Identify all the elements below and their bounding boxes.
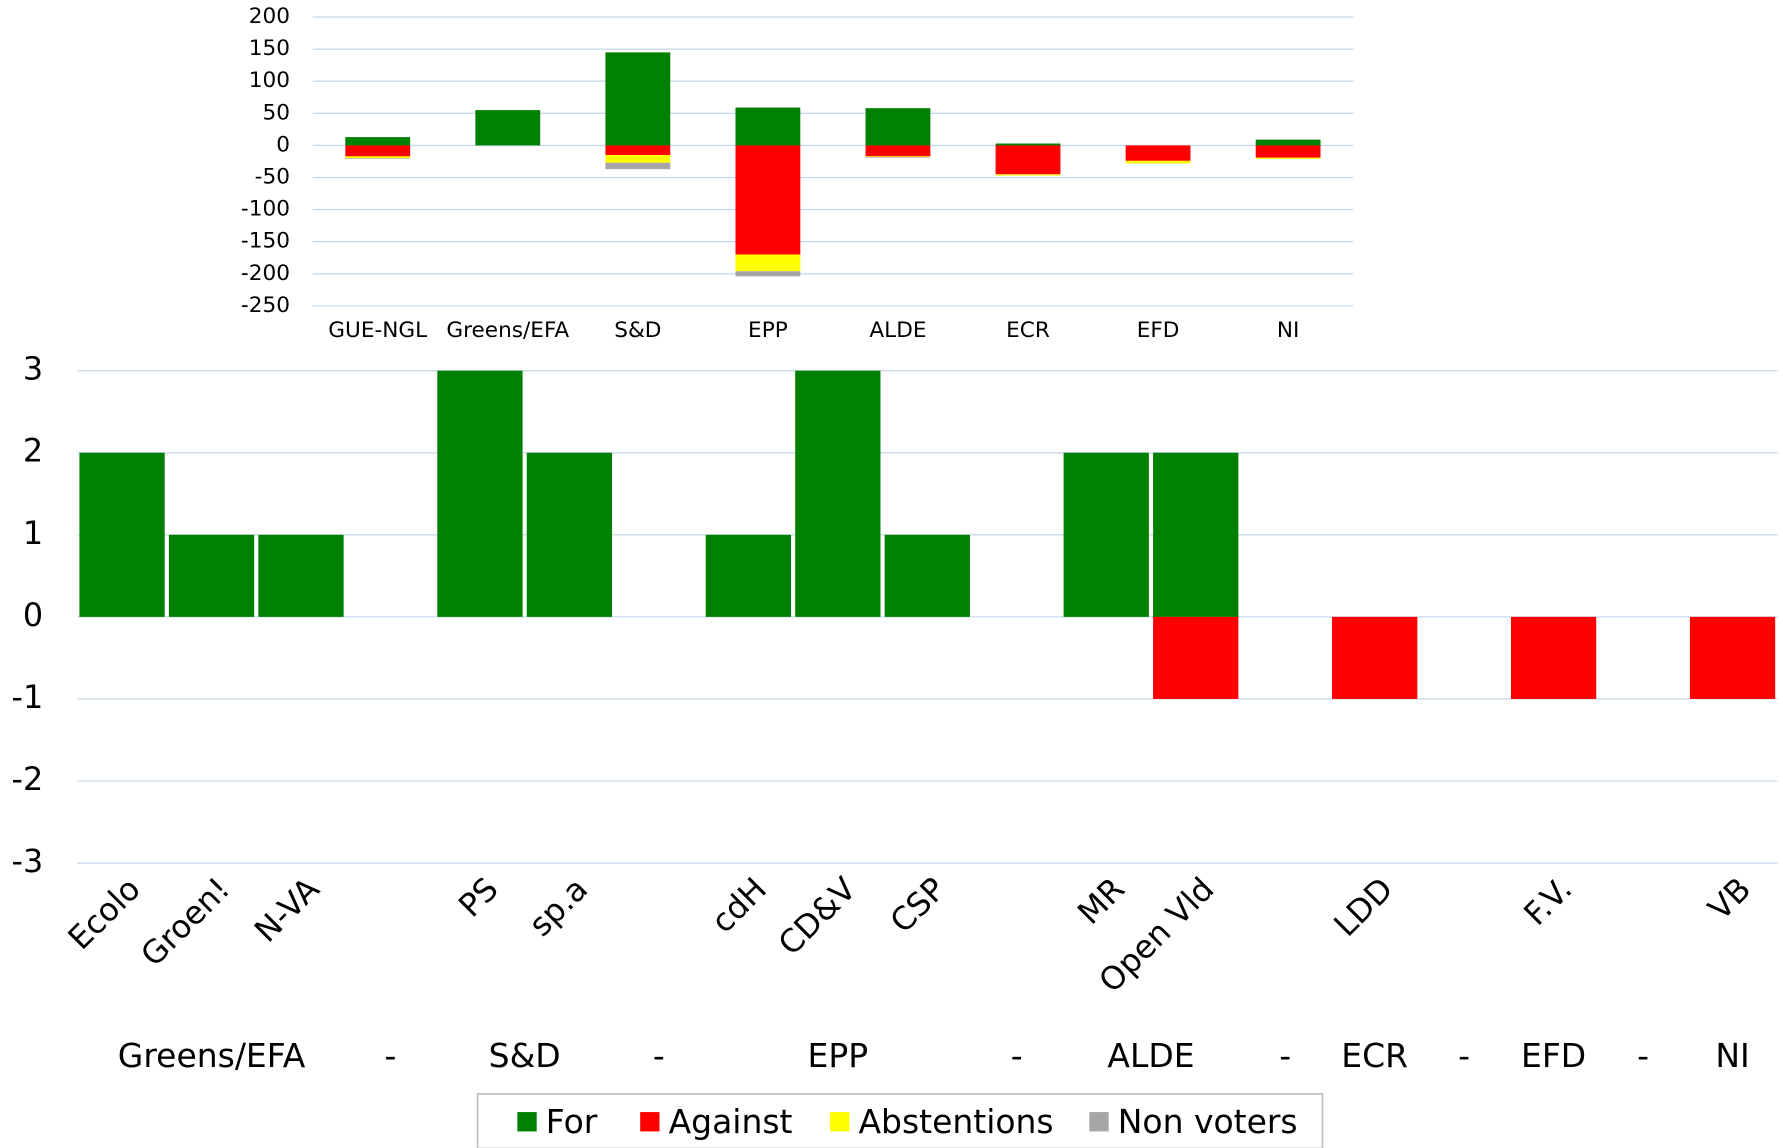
x-tick-label: CD&V xyxy=(771,870,864,963)
bar xyxy=(605,145,671,156)
bar xyxy=(1510,616,1597,699)
x-tick-label: VB xyxy=(1701,870,1759,928)
legend-label: Against xyxy=(669,1102,793,1141)
y-tick-label: 0 xyxy=(276,132,290,157)
bar xyxy=(526,452,613,617)
group-label: S&D xyxy=(489,1036,561,1075)
charts: -250 -200 -150 -100 -50 0 50 100 150 200 GUE-NGL Gr… xyxy=(11,4,1778,1148)
y-tick-label: -150 xyxy=(241,229,290,254)
x-tick-label: CSP xyxy=(883,870,953,940)
bar xyxy=(1255,157,1321,159)
bar xyxy=(79,452,165,617)
bar xyxy=(865,156,931,157)
x-tick-label: EFD xyxy=(1137,318,1180,343)
group-label: - xyxy=(1279,1036,1291,1075)
y-tick-label: 150 xyxy=(249,36,290,61)
x-tick-label: S&D xyxy=(614,318,661,343)
legend-swatch xyxy=(517,1112,537,1132)
x-tick-label: PS xyxy=(451,870,506,925)
bar xyxy=(437,370,523,617)
group-label: Greens/EFA xyxy=(118,1036,306,1075)
y-tick-label: -50 xyxy=(255,165,290,190)
group-label: NI xyxy=(1715,1036,1749,1075)
legend-box xyxy=(476,1093,1324,1148)
y-tick-label: -250 xyxy=(241,293,290,318)
bar xyxy=(865,145,931,157)
y-tick-label: 3 xyxy=(23,350,43,388)
x-tick-label: ALDE xyxy=(869,318,926,343)
legend-swatch xyxy=(830,1112,850,1132)
y-tick-label: -1 xyxy=(11,678,43,716)
bar xyxy=(1125,160,1191,164)
legend-swatch xyxy=(1089,1112,1109,1132)
y-tick-label: 100 xyxy=(249,68,290,93)
group-label: - xyxy=(1458,1036,1470,1075)
x-tick-label: cdH xyxy=(704,870,774,940)
bar xyxy=(1255,145,1321,158)
bar xyxy=(345,145,411,157)
x-tick-label: LDD xyxy=(1326,870,1400,944)
bar xyxy=(1255,139,1321,146)
bar xyxy=(735,271,801,277)
bar xyxy=(605,162,671,170)
bar xyxy=(1063,452,1149,617)
x-tick-label: EPP xyxy=(748,318,788,343)
group-label: EFD xyxy=(1521,1036,1586,1075)
bar xyxy=(475,110,541,146)
group-label: EPP xyxy=(808,1036,869,1075)
group-label: - xyxy=(385,1036,397,1075)
group-label: - xyxy=(1011,1036,1023,1075)
bar xyxy=(605,155,671,163)
legend-swatch xyxy=(640,1112,660,1132)
legend-label: Non voters xyxy=(1118,1102,1298,1141)
bar xyxy=(884,534,970,617)
bar xyxy=(345,156,411,159)
x-tick-label: Greens/EFA xyxy=(446,318,569,343)
bar xyxy=(735,145,801,255)
y-tick-label: 1 xyxy=(23,514,43,552)
bar xyxy=(1332,616,1418,699)
x-tick-label: GUE-NGL xyxy=(328,318,427,343)
y-tick-label: 50 xyxy=(262,100,289,125)
bar xyxy=(1689,616,1776,699)
bar xyxy=(605,52,671,146)
y-tick-label: -100 xyxy=(241,197,290,222)
bar xyxy=(995,143,1061,146)
bar xyxy=(995,174,1061,176)
legend-label: Abstentions xyxy=(859,1102,1054,1141)
bar xyxy=(995,145,1061,175)
bar xyxy=(168,534,255,617)
y-tick-label: -3 xyxy=(11,842,43,880)
x-tick-label: sp.a xyxy=(521,870,595,944)
bar xyxy=(1153,616,1239,699)
y-tick-label: 2 xyxy=(23,432,43,470)
bar xyxy=(258,534,344,617)
legend-label: For xyxy=(546,1102,598,1141)
x-tick-label: Groen! xyxy=(133,870,237,974)
bar xyxy=(705,534,792,617)
group-label: ALDE xyxy=(1107,1036,1194,1075)
x-tick-label: F.V. xyxy=(1516,870,1579,933)
bar xyxy=(865,108,931,146)
bar xyxy=(345,137,411,146)
y-tick-label: -200 xyxy=(241,261,290,286)
bar xyxy=(735,107,801,146)
group-label: - xyxy=(653,1036,665,1075)
x-tick-label: NI xyxy=(1277,318,1300,343)
bar xyxy=(865,156,931,158)
bar xyxy=(735,254,801,272)
bar xyxy=(1125,145,1191,161)
bar xyxy=(345,158,411,159)
group-label: - xyxy=(1637,1036,1649,1075)
bar xyxy=(795,370,881,617)
x-tick-label: MR xyxy=(1070,870,1132,932)
group-label: ECR xyxy=(1341,1036,1408,1075)
bar xyxy=(1153,452,1239,617)
y-tick-label: 0 xyxy=(23,596,43,634)
x-tick-label: ECR xyxy=(1006,318,1050,343)
y-tick-label: -2 xyxy=(11,760,43,798)
y-tick-label: 200 xyxy=(249,4,290,29)
x-tick-label: N-VA xyxy=(247,870,327,950)
